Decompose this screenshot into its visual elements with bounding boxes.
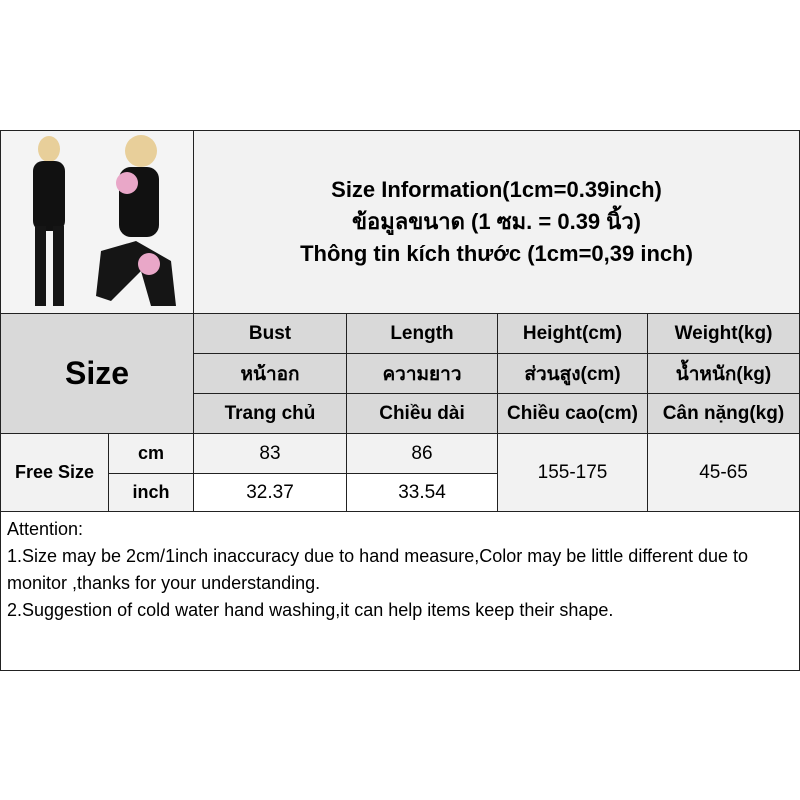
header-bust-th: หน้าอก xyxy=(193,353,347,394)
bust-inch-value: 32.37 xyxy=(193,473,347,512)
free-size-label: Free Size xyxy=(0,433,109,512)
bust-cm-value: 83 xyxy=(193,433,347,474)
censor-dot-icon xyxy=(138,253,160,275)
height-value: 155-175 xyxy=(497,433,648,512)
length-cm-value: 86 xyxy=(346,433,498,474)
header-height-en: Height(cm) xyxy=(497,313,648,354)
attention-heading: Attention: xyxy=(7,519,84,539)
model-photo-image xyxy=(1,131,193,313)
size-information-title: Size Information(1cm=0.39inch) ข้อมูลขนา… xyxy=(193,130,800,314)
length-inch-value: 33.54 xyxy=(346,473,498,512)
header-height-vi: Chiều cao(cm) xyxy=(497,393,648,434)
unit-inch: inch xyxy=(108,473,194,512)
header-weight-en: Weight(kg) xyxy=(647,313,800,354)
product-photo xyxy=(0,130,194,314)
unit-cm: cm xyxy=(108,433,194,474)
header-bust-vi: Trang chủ xyxy=(193,393,347,434)
header-length-en: Length xyxy=(346,313,498,354)
title-vietnamese: Thông tin kích thước (1cm=0,39 inch) xyxy=(300,241,693,266)
weight-value: 45-65 xyxy=(647,433,800,512)
header-height-th: ส่วนสูง(cm) xyxy=(497,353,648,394)
size-header: Size xyxy=(0,313,194,434)
header-length-th: ความยาว xyxy=(346,353,498,394)
title-english: Size Information(1cm=0.39inch) xyxy=(331,177,662,202)
censor-dot-icon xyxy=(116,172,138,194)
attention-notes: Attention: 1.Size may be 2cm/1inch inacc… xyxy=(0,511,800,671)
header-weight-th: น้ำหนัก(kg) xyxy=(647,353,800,394)
attention-note-2: 2.Suggestion of cold water hand washing,… xyxy=(7,600,614,620)
header-bust-en: Bust xyxy=(193,313,347,354)
attention-note-1: 1.Size may be 2cm/1inch inaccuracy due t… xyxy=(7,546,749,593)
header-weight-vi: Cân nặng(kg) xyxy=(647,393,800,434)
title-thai: ข้อมูลขนาด (1 ซม. = 0.39 นิ้ว) xyxy=(351,209,641,234)
header-length-vi: Chiều dài xyxy=(346,393,498,434)
